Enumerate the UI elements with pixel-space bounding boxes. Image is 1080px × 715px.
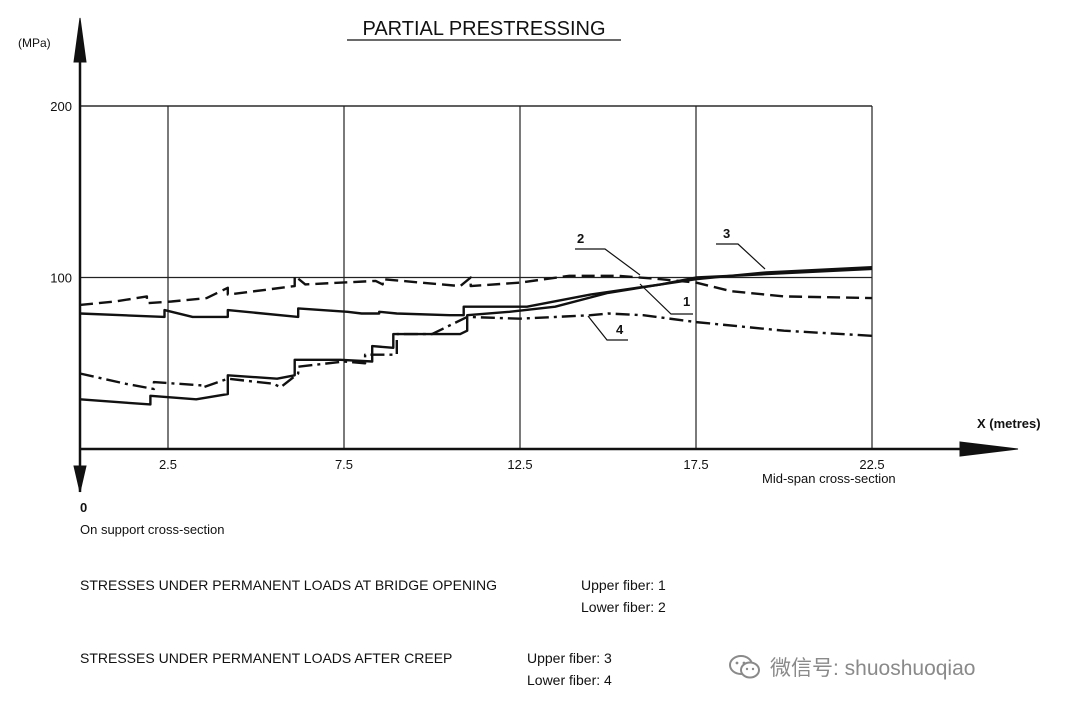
x-tick-label: 7.5 <box>335 457 353 472</box>
note-bridge-opening: STRESSES UNDER PERMANENT LOADS AT BRIDGE… <box>80 577 497 593</box>
series-label-3-leader <box>716 243 766 270</box>
end-caption: Mid-span cross-section <box>762 471 896 486</box>
series-lines <box>79 266 873 406</box>
watermark-text: 微信号: shuoshuoqiao <box>770 657 976 680</box>
series-line-2 <box>79 274 873 307</box>
series-label-4: 4 <box>587 315 628 341</box>
note-bridge-opening-lower: Lower fiber: 2 <box>581 599 666 615</box>
watermark: 微信号: shuoshuoqiao <box>728 652 975 682</box>
x-tick-label: 17.5 <box>683 457 708 472</box>
x-tick-labels: 2.5 7.5 12.5 17.5 22.5 <box>159 457 885 472</box>
origin-caption: On support cross-section <box>80 522 225 537</box>
series-label-1-text: 1 <box>683 294 690 309</box>
note-after-creep-lower: Lower fiber: 4 <box>527 672 612 688</box>
y-axis-arrow-bottom <box>73 465 87 493</box>
series-label-1: 1 <box>639 283 693 315</box>
series-label-3: 3 <box>716 226 766 270</box>
series-line-3 <box>79 266 873 406</box>
chart-title: PARTIAL PRESTRESSING <box>362 18 605 40</box>
note-bridge-opening-upper: Upper fiber: 1 <box>581 577 666 593</box>
y-axis-arrow-top <box>73 17 87 63</box>
x-axis-arrow <box>959 441 1019 457</box>
series-label-4-leader <box>587 315 628 341</box>
x-axis-label: X (metres) <box>977 416 1041 431</box>
axes <box>73 17 1019 493</box>
origin-label: 0 <box>80 500 87 515</box>
wechat-icon <box>729 655 760 679</box>
series-label-4-text: 4 <box>616 322 624 337</box>
x-tick-label: 22.5 <box>859 457 884 472</box>
series-label-2-leader <box>575 248 641 276</box>
y-tick-labels: 100 200 <box>50 99 72 286</box>
x-tick-label: 2.5 <box>159 457 177 472</box>
y-axis-label: (MPa) <box>18 36 51 50</box>
grid <box>80 105 873 449</box>
note-after-creep: STRESSES UNDER PERMANENT LOADS AFTER CRE… <box>80 650 453 666</box>
series-label-1-leader <box>639 283 693 315</box>
y-tick-label: 100 <box>50 271 72 286</box>
x-tick-label: 12.5 <box>507 457 532 472</box>
series-label-3-text: 3 <box>723 226 730 241</box>
note-after-creep-upper: Upper fiber: 3 <box>527 650 612 666</box>
series-line-4 <box>79 312 873 391</box>
series-label-2: 2 <box>575 231 641 276</box>
y-tick-label: 200 <box>50 99 72 114</box>
series-label-2-text: 2 <box>577 231 584 246</box>
